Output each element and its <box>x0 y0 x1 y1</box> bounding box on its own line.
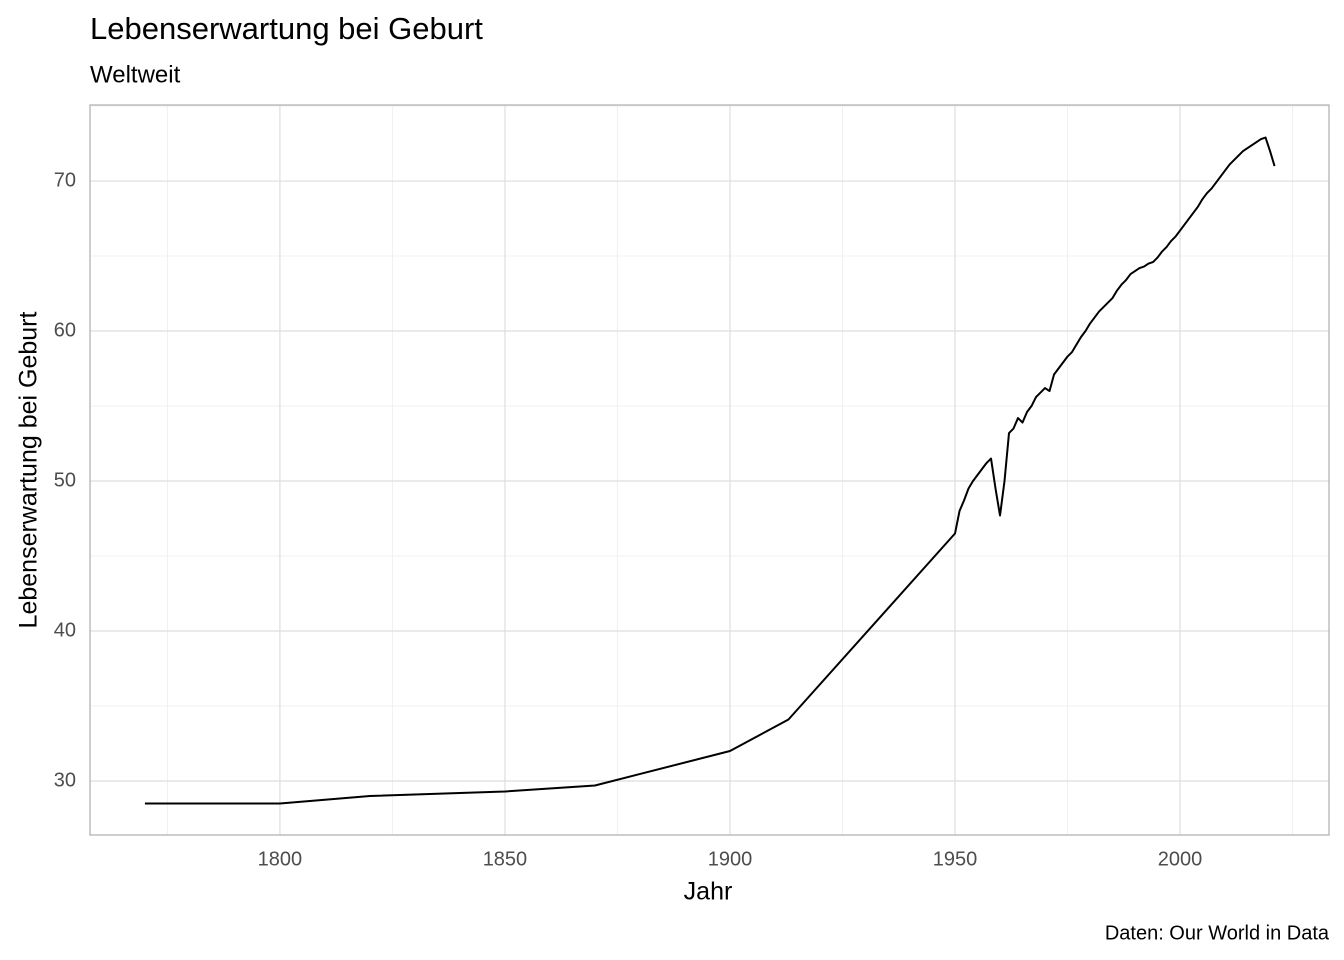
x-tick-label: 1800 <box>258 848 303 870</box>
y-tick-label: 50 <box>54 469 76 491</box>
chart-subtitle: Weltweit <box>90 61 181 88</box>
x-axis-label: Jahr <box>684 878 733 906</box>
y-tick-label: 30 <box>54 769 76 791</box>
y-tick-label: 40 <box>54 619 76 641</box>
y-tick-label: 60 <box>54 319 76 341</box>
x-tick-label: 1950 <box>933 848 978 870</box>
y-axis-label: Lebenserwartung bei Geburt <box>15 312 43 629</box>
y-tick-label: 70 <box>54 169 76 191</box>
caption: Daten: Our World in Data <box>1105 922 1330 944</box>
x-tick-label: 2000 <box>1158 848 1203 870</box>
panel-border <box>89 104 1330 836</box>
x-tick-label: 1850 <box>483 848 528 870</box>
x-tick-label: 1900 <box>708 848 753 870</box>
chart-title: Lebenserwartung bei Geburt <box>90 11 483 46</box>
line <box>144 136 1276 805</box>
